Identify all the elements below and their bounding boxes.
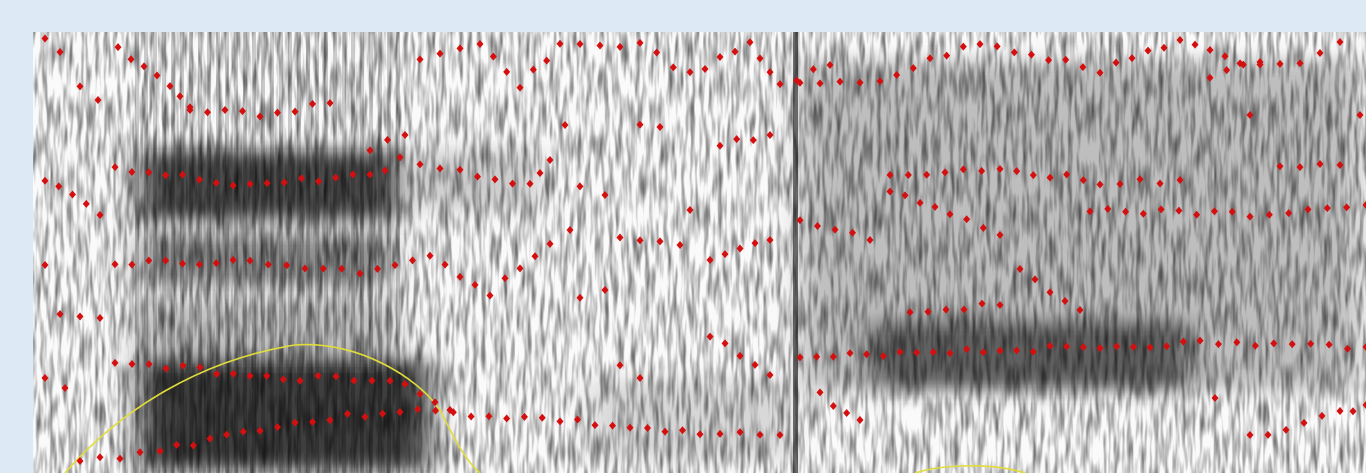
page: (() => { const g = document.getElementBy… xyxy=(0,0,1366,473)
spectrogram-view xyxy=(0,0,1366,473)
spectrogram-image xyxy=(33,32,1366,473)
noise-texture xyxy=(33,32,1366,473)
